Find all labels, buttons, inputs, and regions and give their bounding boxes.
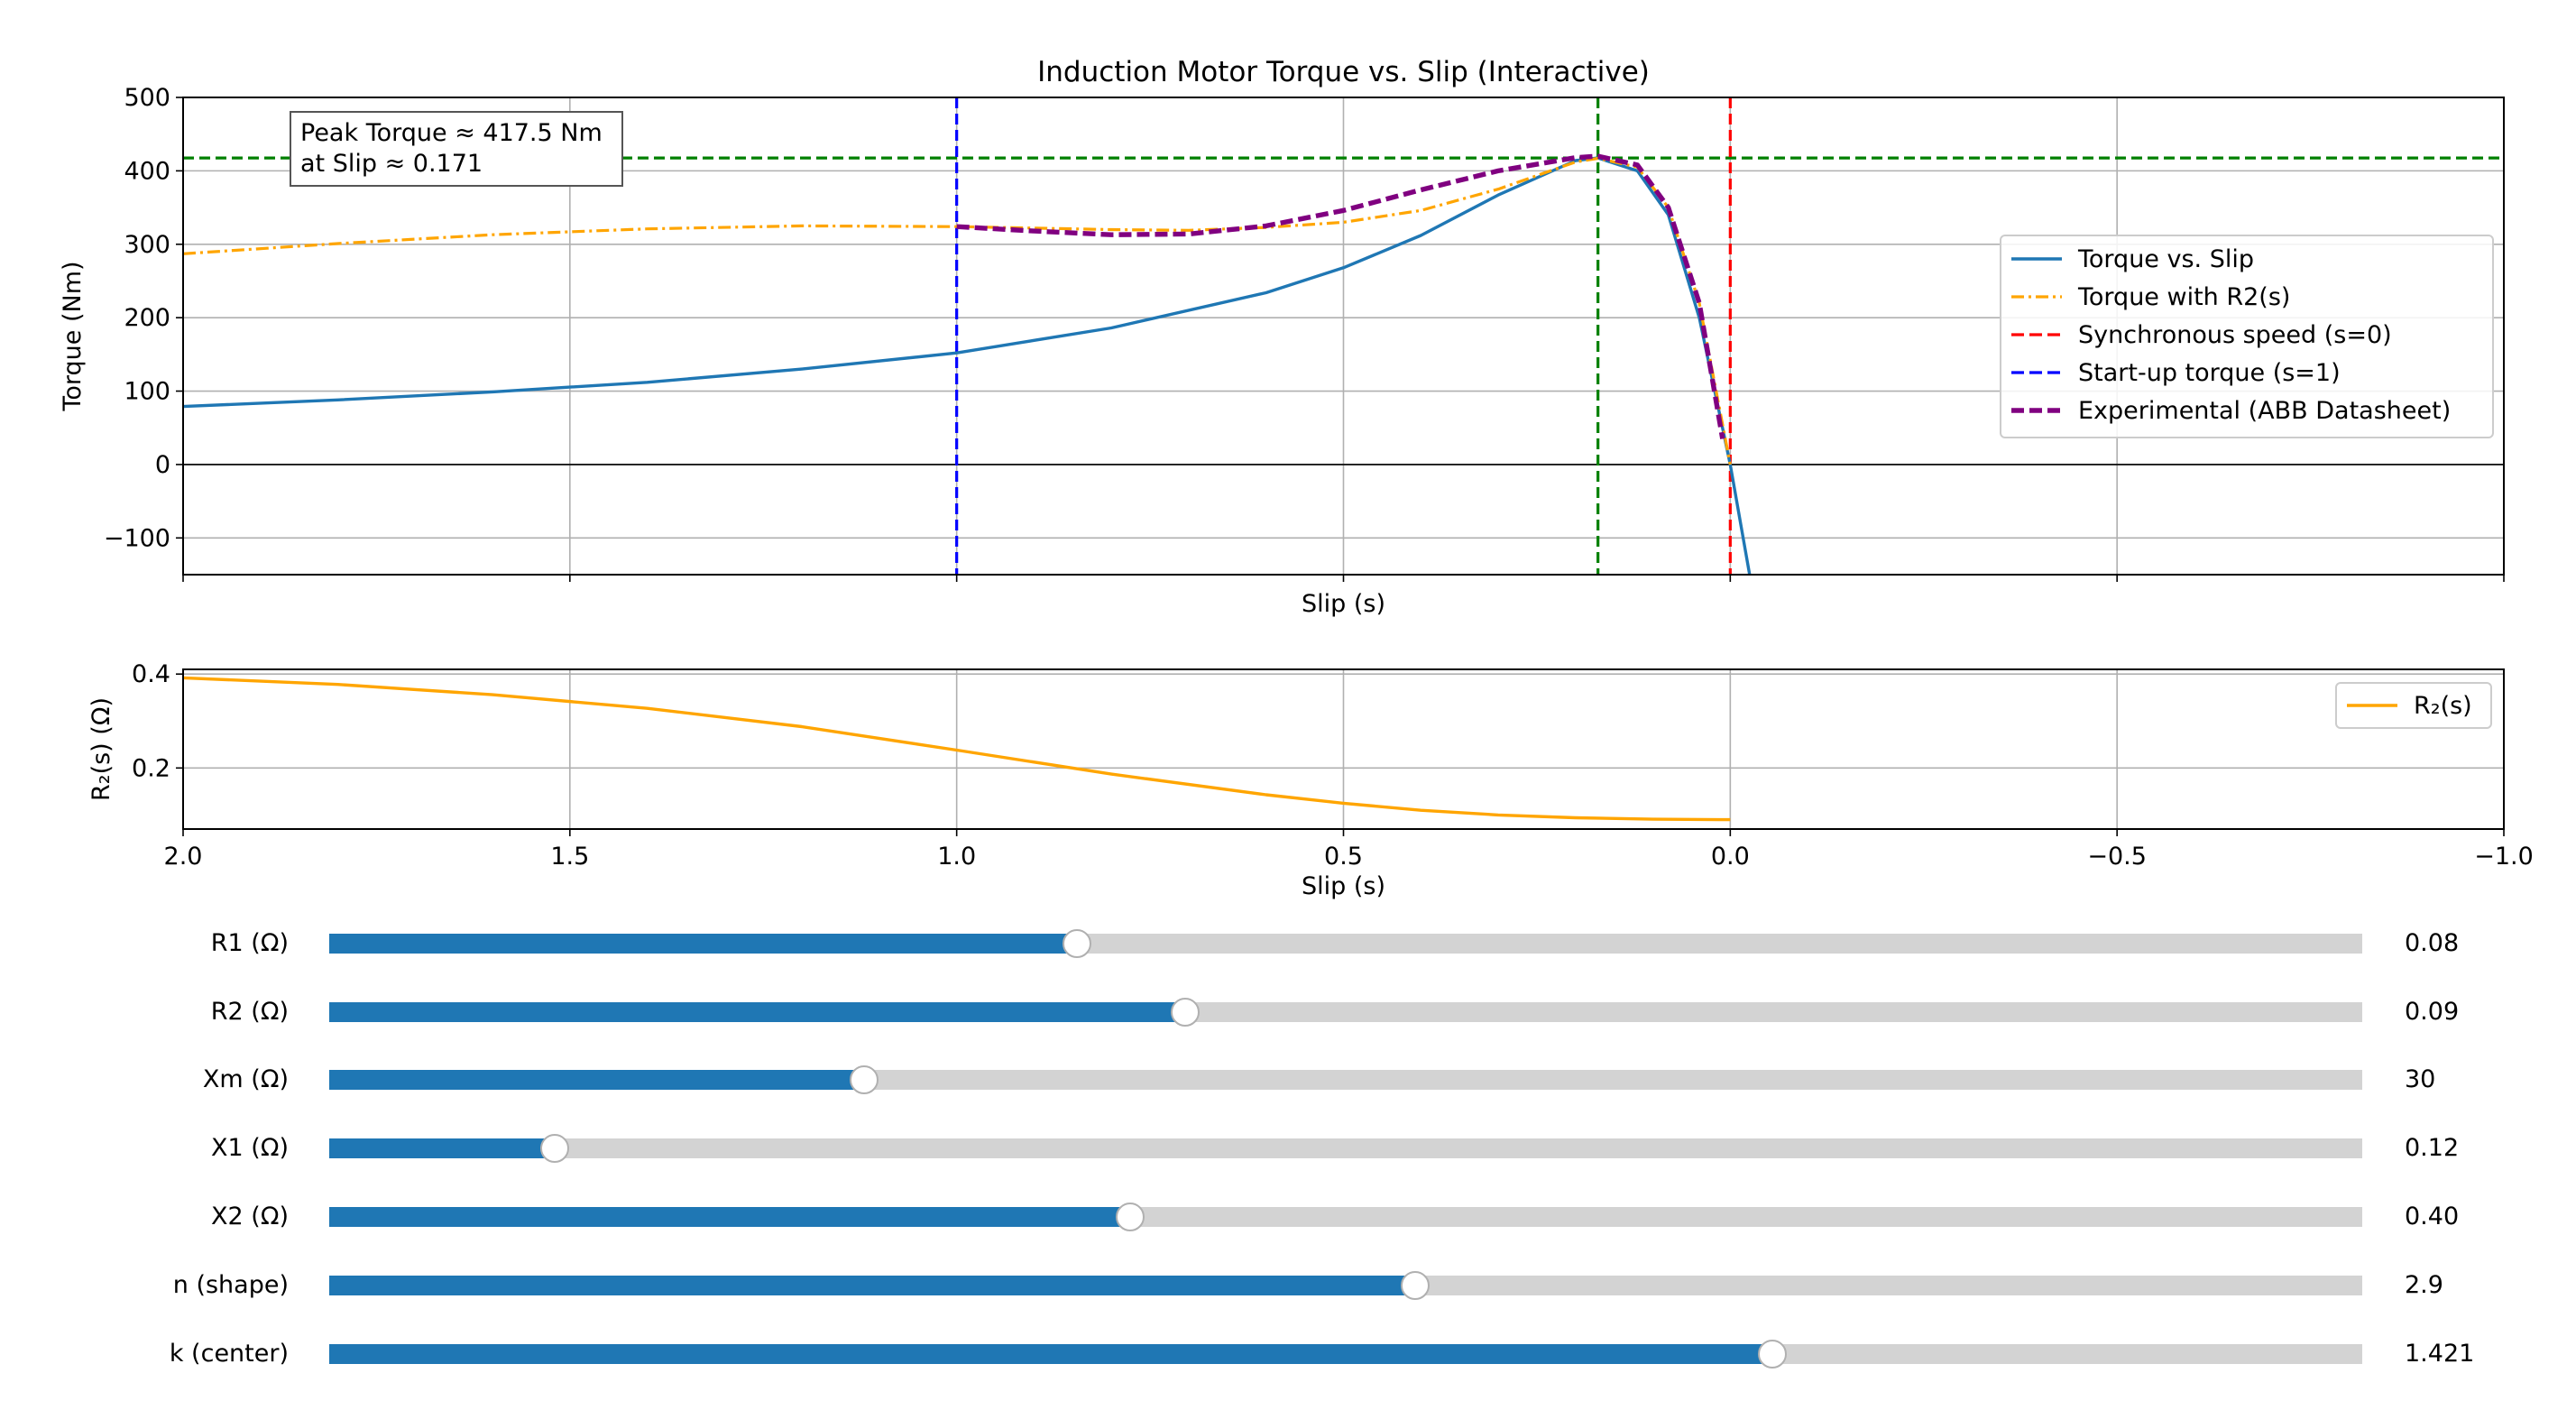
slider-k-center-value: 1.421 [2405, 1340, 2475, 1368]
torque-legend-label-3: Start-up torque (s=1) [2078, 359, 2341, 387]
torque-y-axis-label: Torque (Nm) [59, 261, 87, 411]
peak-torque-annotation-line-2: at Slip ≈ 0.171 [300, 150, 483, 178]
slider-r2-label: R2 (Ω) [210, 998, 289, 1026]
bot-x-tick-label: 1.0 [937, 843, 976, 871]
slider-n-shape-value: 2.9 [2405, 1271, 2443, 1299]
bot-y-tick-label: 0.2 [132, 754, 170, 782]
slider-k-center: k (center) 1.421 [0, 1327, 2576, 1381]
top-series-line-1 [183, 156, 1732, 465]
bot-x-tick-label: 1.5 [550, 843, 589, 871]
slider-xm-track[interactable] [329, 1065, 2362, 1094]
peak-torque-annotation-box [290, 111, 623, 187]
slider-r1-track[interactable] [329, 929, 2362, 958]
bot-x-tick-label: 0.0 [1711, 843, 1750, 871]
bot-series-line-0 [183, 676, 1731, 822]
peak-torque-annotation: Peak Torque ≈ 417.5 Nm at Slip ≈ 0.171 [290, 111, 623, 187]
r2-chart: 2.0 1.5 1.0 0.5 0.0 −0.5 −1.0 0.2 0.4 Slip (s) R… [87, 660, 2534, 900]
slider-x2-track[interactable] [329, 1203, 2362, 1231]
slider-x1-knob[interactable] [540, 1134, 570, 1163]
slider-x1-label: X1 (Ω) [211, 1134, 289, 1162]
r2-grid [182, 669, 2505, 829]
slider-r1-value: 0.08 [2405, 929, 2460, 957]
top-series-line-0 [183, 156, 1752, 575]
slider-x2-fill [329, 1207, 1131, 1227]
slider-r1-knob[interactable] [1063, 929, 1092, 958]
slider-r1: R1 (Ω) 0.08 [0, 917, 2576, 971]
slider-n-shape-track[interactable] [329, 1271, 2362, 1300]
torque-legend-label-4: Experimental (ABB Datasheet) [2078, 397, 2451, 425]
torque-legend-frame [2000, 235, 2494, 438]
torque-legend-label-2: Synchronous speed (s=0) [2078, 321, 2392, 349]
slider-n-shape-knob[interactable] [1400, 1271, 1430, 1300]
torque-legend: Torque vs. Slip Torque with R2(s) Synchron… [2000, 235, 2494, 438]
torque-ticks: −100 0 100 200 300 400 500 [104, 84, 2505, 582]
slider-r1-label: R1 (Ω) [210, 929, 289, 957]
slider-x1-track[interactable] [329, 1134, 2362, 1163]
r2-legend-frame [2335, 682, 2492, 729]
slider-n-shape-label: n (shape) [172, 1271, 289, 1299]
slider-k-center-knob[interactable] [1758, 1340, 1788, 1369]
r2-y-axis-label: R₂(s) (Ω) [87, 697, 115, 801]
slider-xm-fill [329, 1070, 864, 1090]
slider-r2-value: 0.09 [2405, 998, 2460, 1026]
r2-series [183, 676, 1731, 822]
slider-k-center-fill [329, 1344, 1773, 1364]
slider-k-center-label: k (center) [169, 1340, 289, 1368]
bot-x-tick-label: −1.0 [2474, 843, 2534, 871]
torque-legend-label-0: Torque vs. Slip [2077, 245, 2254, 273]
slider-x2: X2 (Ω) 0.40 [0, 1190, 2576, 1244]
slider-n-shape-fill [329, 1276, 1415, 1295]
slider-xm-value: 30 [2405, 1065, 2436, 1093]
top-y-tick-label: −100 [104, 524, 170, 552]
slider-r2-track[interactable] [329, 998, 2362, 1027]
slider-r2-fill [329, 1002, 1185, 1022]
slider-r1-fill [329, 934, 1078, 954]
slider-xm-knob[interactable] [849, 1065, 879, 1094]
bot-x-tick-label: 2.0 [164, 843, 203, 871]
top-y-tick-label: 500 [124, 84, 170, 112]
slider-k-center-track[interactable] [329, 1340, 2362, 1369]
top-y-tick-label: 200 [124, 304, 170, 332]
bot-x-tick-label: 0.5 [1324, 843, 1363, 871]
slider-x1: X1 (Ω) 0.12 [0, 1121, 2576, 1175]
torque-reference-lines [183, 97, 2504, 575]
torque-chart-title: Induction Motor Torque vs. Slip (Interac… [1037, 56, 1650, 88]
slider-r2-knob[interactable] [1170, 998, 1200, 1027]
top-y-tick-label: 400 [124, 157, 170, 185]
slider-n-shape: n (shape) 2.9 [0, 1258, 2576, 1313]
slider-x2-knob[interactable] [1116, 1203, 1145, 1231]
torque-legend-label-1: Torque with R2(s) [2077, 283, 2290, 311]
r2-legend: R₂(s) [2335, 682, 2492, 729]
slider-r2: R2 (Ω) 0.09 [0, 985, 2576, 1039]
bot-x-tick-label: −0.5 [2087, 843, 2147, 871]
top-y-tick-label: 100 [124, 378, 170, 406]
slider-x2-label: X2 (Ω) [211, 1203, 289, 1230]
slider-x1-value: 0.12 [2405, 1134, 2460, 1162]
torque-chart: −100 0 100 200 300 400 500 Induction Motor Tor… [59, 56, 2505, 618]
r2-x-axis-label: Slip (s) [1302, 872, 1385, 900]
top-y-tick-label: 0 [155, 451, 170, 479]
slider-xm: Xm (Ω) 30 [0, 1053, 2576, 1107]
r2-ticks: 2.0 1.5 1.0 0.5 0.0 −0.5 −1.0 0.2 0.4 [132, 660, 2534, 871]
slider-x2-value: 0.40 [2405, 1203, 2460, 1230]
torque-x-axis-label: Slip (s) [1302, 590, 1385, 618]
top-series-line-4 [956, 153, 1725, 439]
top-y-tick-label: 300 [124, 231, 170, 259]
slider-xm-label: Xm (Ω) [202, 1065, 289, 1093]
slider-x1-fill [329, 1138, 556, 1158]
peak-torque-annotation-line-1: Peak Torque ≈ 417.5 Nm [300, 119, 603, 147]
bot-y-tick-label: 0.4 [132, 660, 170, 688]
torque-series [183, 153, 1752, 575]
r2-legend-label: R₂(s) [2414, 692, 2472, 720]
